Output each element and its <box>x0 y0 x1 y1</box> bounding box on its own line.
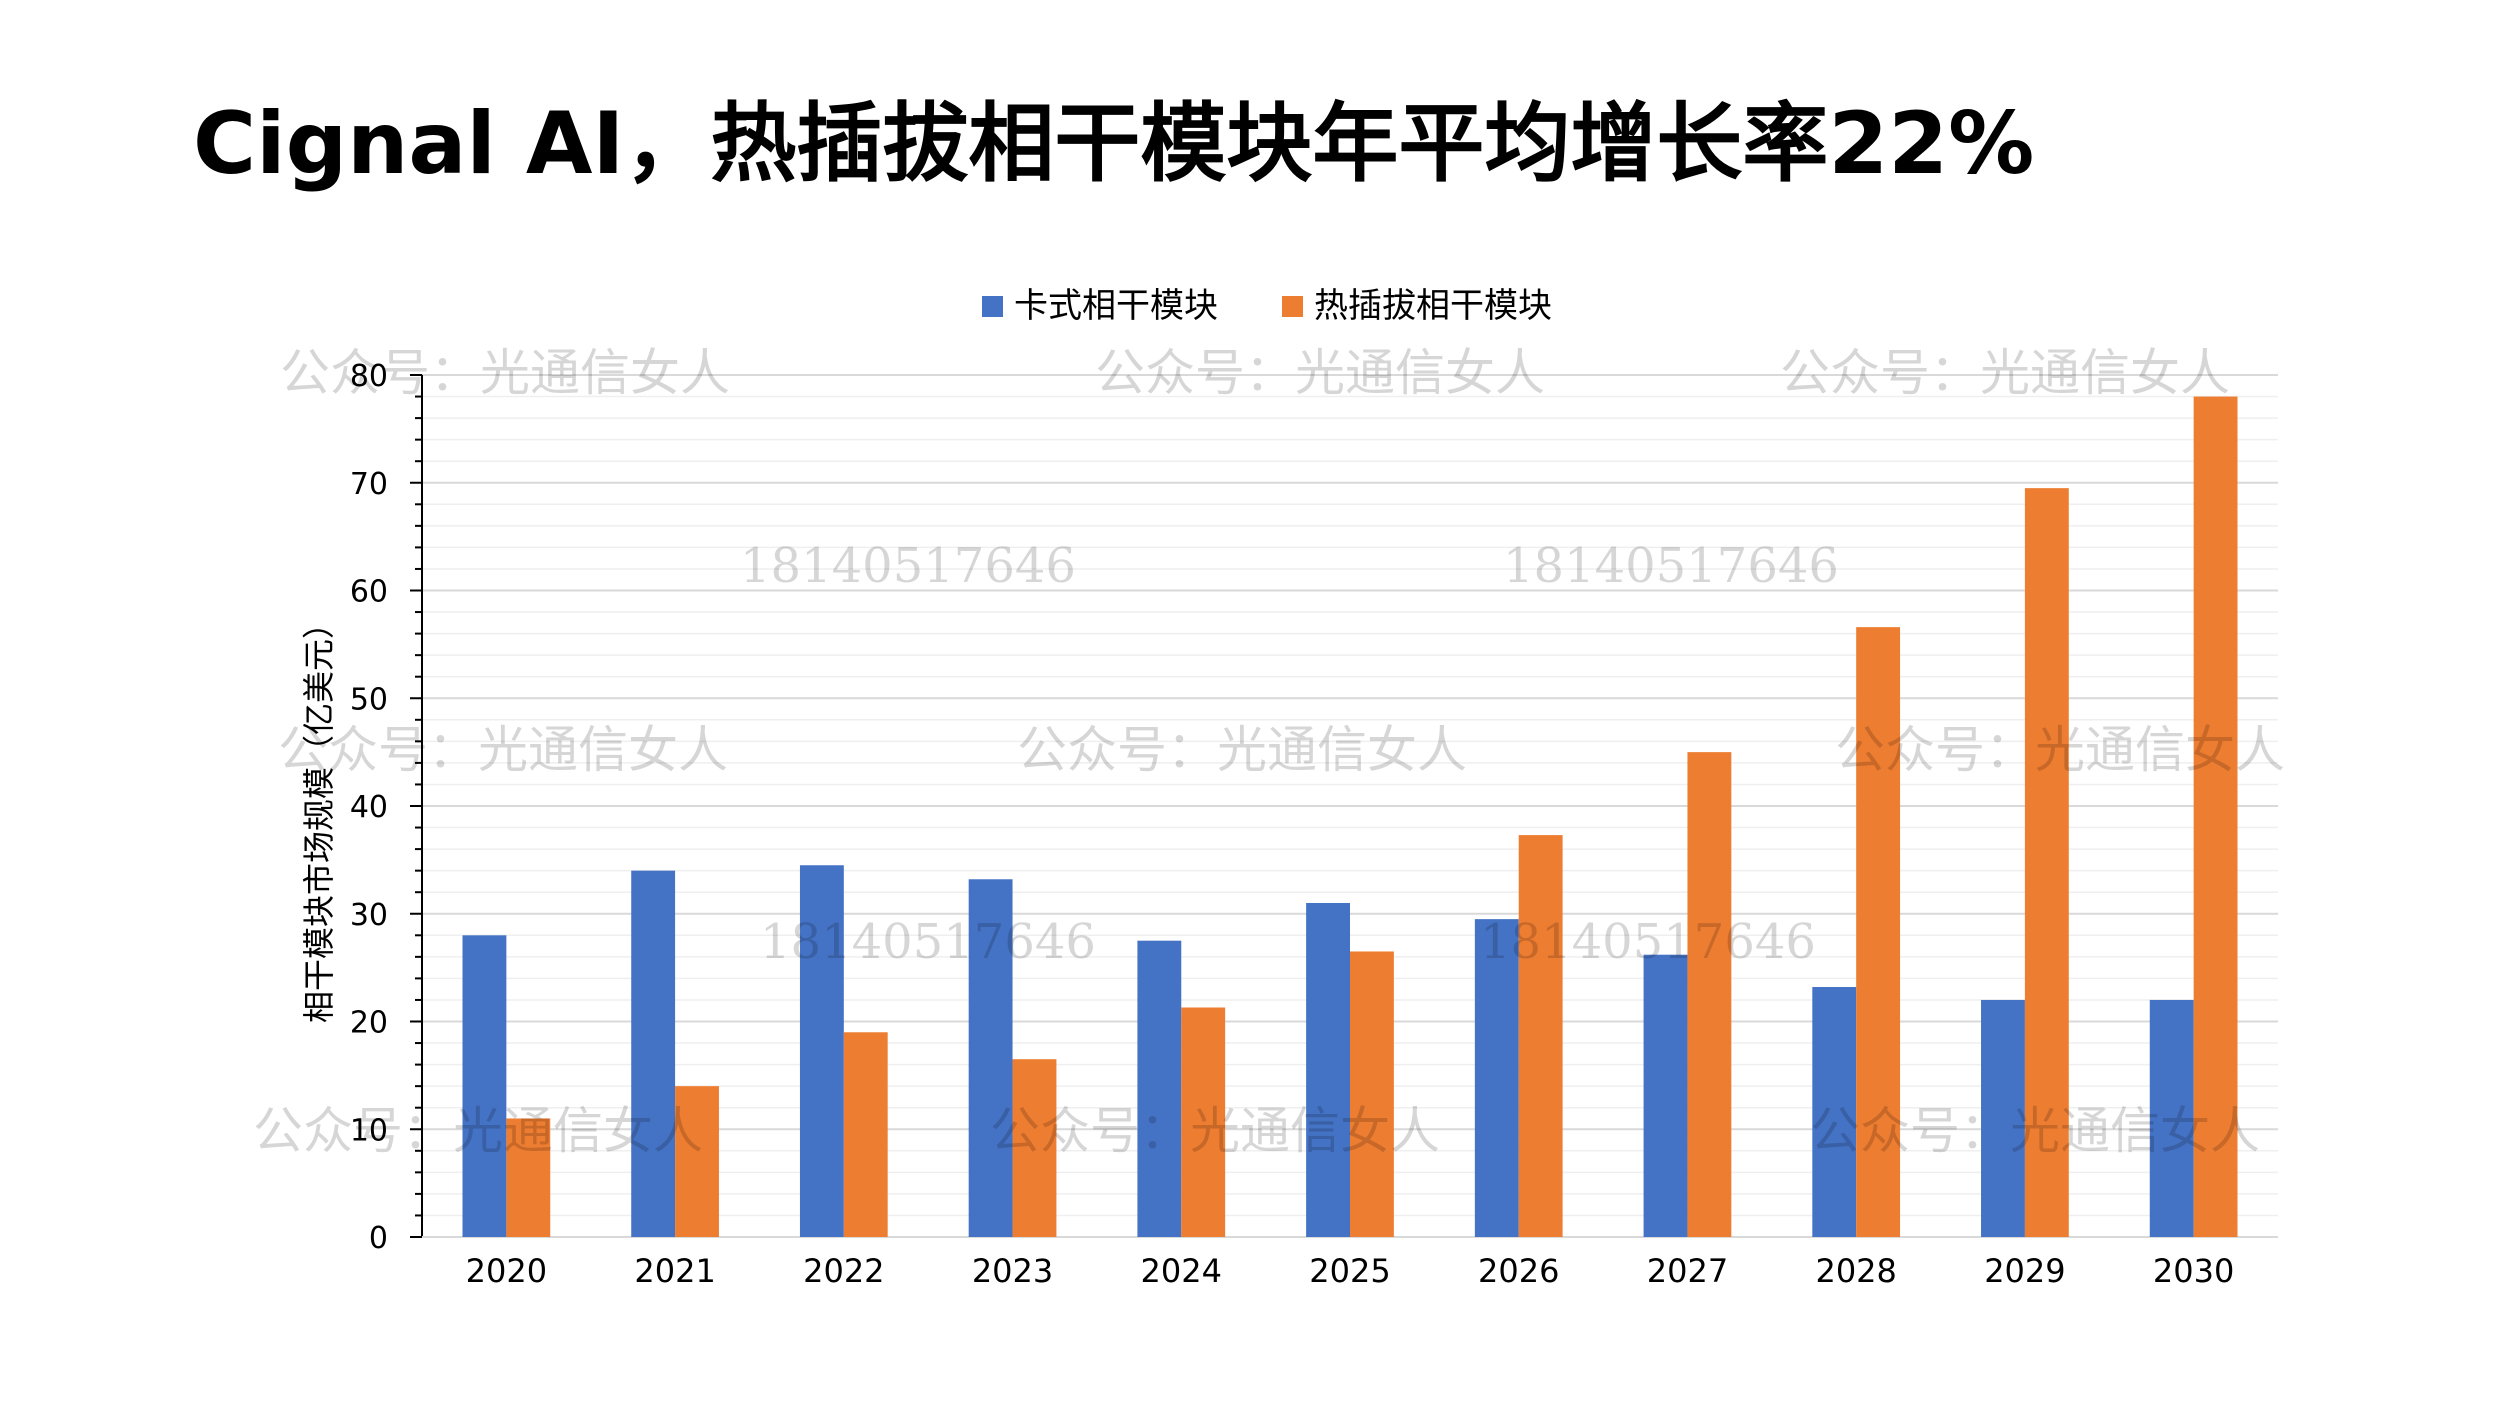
slide-title: Cignal AI，热插拔相干模块年平均增长率22% <box>193 94 2035 194</box>
bar-series <box>462 396 2238 1237</box>
bar-card-module <box>631 870 676 1237</box>
watermark-number: 18140517646 <box>760 914 1096 970</box>
bar-pluggable-module <box>2024 488 2069 1237</box>
y-tick-label: 0 <box>369 1221 388 1256</box>
watermark-text: 公众号：光通信女人 <box>280 344 730 402</box>
x-tick-label: 2020 <box>466 1252 547 1290</box>
watermark-number: 18140517646 <box>1503 538 1839 594</box>
bar-card-module <box>462 935 507 1237</box>
x-tick-label: 2022 <box>803 1252 884 1290</box>
bar-pluggable-module <box>675 1086 719 1237</box>
legend-label: 卡式相干模块 <box>1014 286 1218 326</box>
bar-pluggable-module <box>2193 396 2238 1237</box>
watermark-text: 公众号：光通信女人 <box>1017 721 1467 779</box>
bar-card-module <box>1643 954 1688 1237</box>
watermark-text: 公众号：光通信女人 <box>278 721 728 779</box>
bar-pluggable-module <box>1856 627 1901 1237</box>
watermark-text: 公众号：光通信女人 <box>1810 1102 2260 1160</box>
bar-pluggable-module <box>506 1118 551 1237</box>
watermark-text: 公众号：光通信女人 <box>253 1102 703 1160</box>
bar-pluggable-module <box>843 1032 888 1237</box>
watermark-text: 公众号：光通信女人 <box>1095 344 1545 402</box>
y-tick-label: 70 <box>350 467 388 502</box>
watermark-text: 公众号：光通信女人 <box>1835 721 2285 779</box>
bar-card-module <box>1812 987 1857 1237</box>
legend-swatch <box>1282 296 1303 317</box>
y-axis-title: 相干模块市场规模（亿美元） <box>300 607 338 1023</box>
y-tick-label: 50 <box>350 682 388 717</box>
y-tick-label: 30 <box>350 898 388 933</box>
y-tick-label: 40 <box>350 790 388 825</box>
y-tick-label: 80 <box>350 359 388 394</box>
x-tick-label: 2024 <box>1141 1252 1222 1290</box>
x-tick-label: 2027 <box>1647 1252 1728 1290</box>
bar-card-module <box>968 879 1013 1237</box>
y-tick-label: 60 <box>350 575 388 610</box>
bar-pluggable-module <box>1518 835 1563 1237</box>
bar-pluggable-module <box>1350 951 1394 1237</box>
bar-card-module <box>1981 999 2025 1237</box>
legend: 卡式相干模块 热插拔相干模块 <box>982 286 1552 326</box>
bar-card-module <box>2149 999 2194 1237</box>
x-tick-label: 2028 <box>1815 1252 1896 1290</box>
watermark-text: 公众号：光通信女人 <box>1780 344 2230 402</box>
bar-pluggable-module <box>1687 752 1732 1237</box>
y-tick-label: 10 <box>350 1113 388 1148</box>
bar-card-module <box>1306 902 1350 1237</box>
legend-label: 热插拔相干模块 <box>1314 286 1552 326</box>
watermark-text: 公众号：光通信女人 <box>990 1102 1440 1160</box>
x-tick-label: 2029 <box>1984 1252 2065 1290</box>
bar-pluggable-module <box>1181 1007 1226 1237</box>
watermark-number: 18140517646 <box>1480 914 1816 970</box>
y-tick-label: 20 <box>350 1006 388 1041</box>
bar-card-module <box>799 865 844 1237</box>
x-tick-label: 2030 <box>2153 1252 2234 1290</box>
x-tick-label: 2021 <box>634 1252 715 1290</box>
x-tick-label: 2026 <box>1478 1252 1559 1290</box>
watermark-number: 18140517646 <box>740 538 1076 594</box>
bar-pluggable-module <box>1012 1059 1057 1237</box>
bar-card-module <box>1137 940 1182 1237</box>
bar-card-module <box>1474 919 1519 1237</box>
legend-swatch <box>982 296 1003 317</box>
x-tick-label: 2025 <box>1309 1252 1390 1290</box>
x-tick-label: 2023 <box>972 1252 1053 1290</box>
